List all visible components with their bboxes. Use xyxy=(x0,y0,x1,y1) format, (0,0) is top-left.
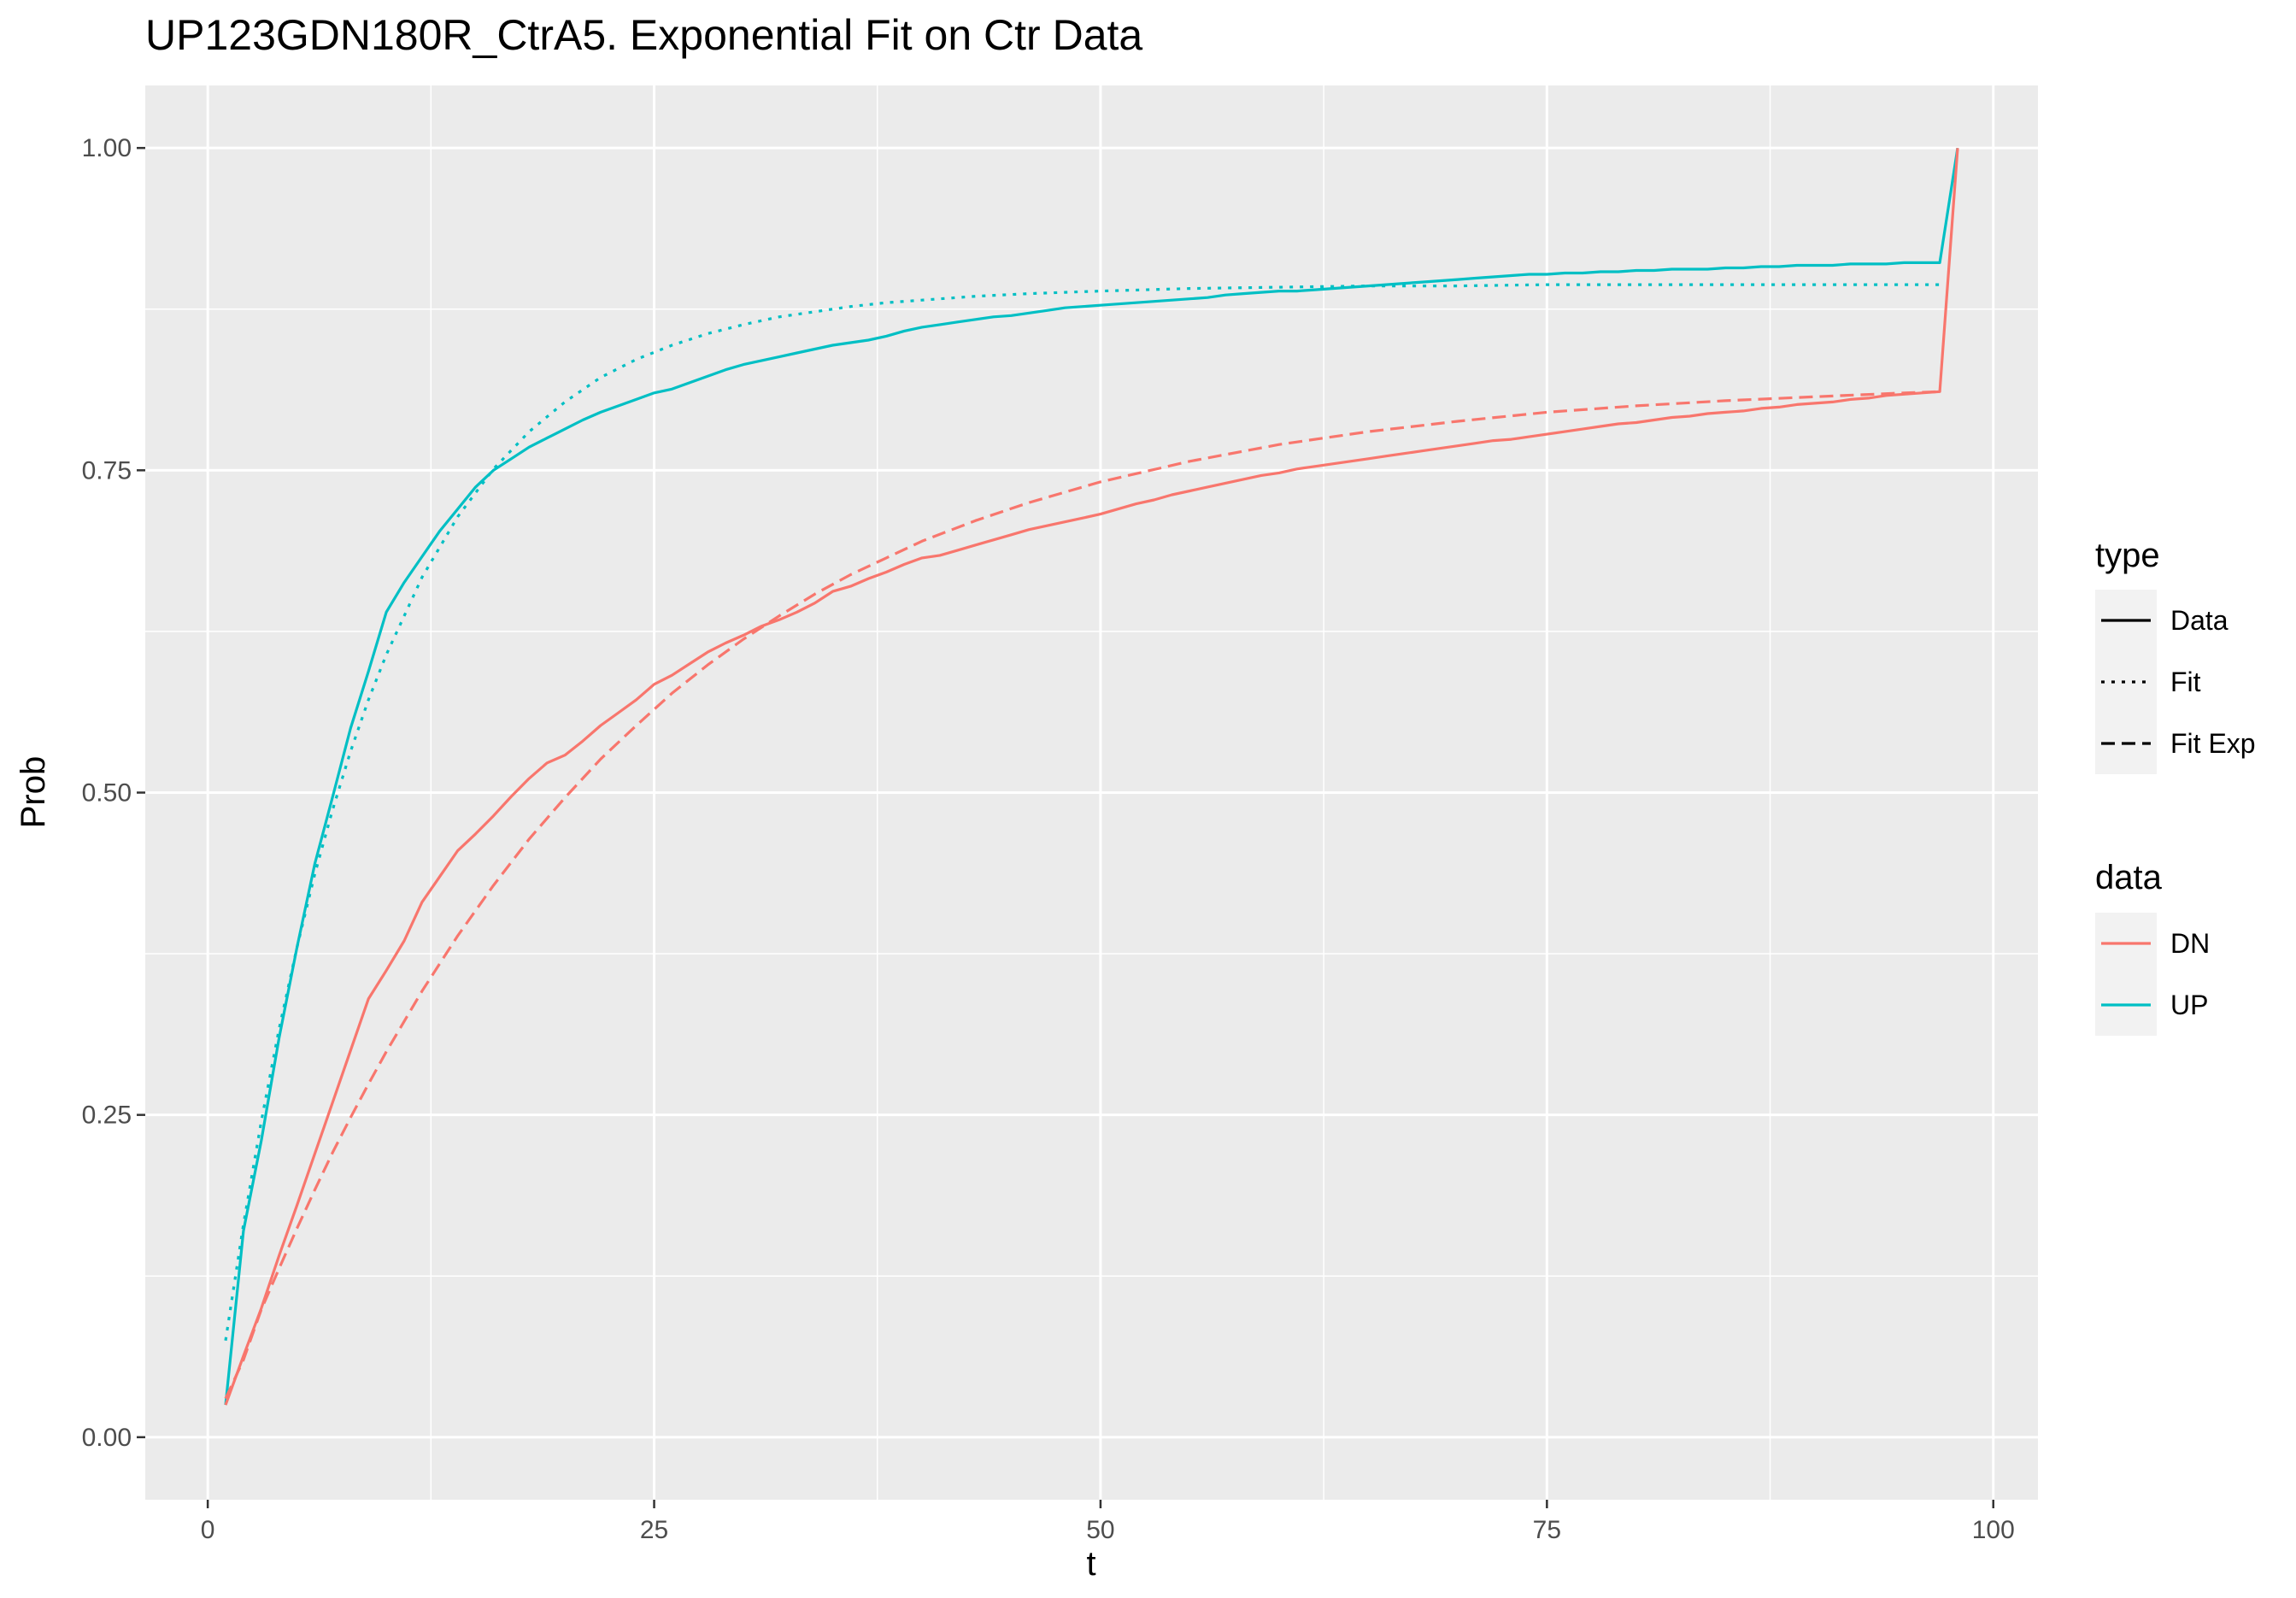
y-tick-label: 0.25 xyxy=(82,1102,132,1130)
x-axis: 0 25 50 75 100 xyxy=(201,1500,2015,1544)
x-tick-label: 50 xyxy=(1086,1516,1114,1544)
legend-type-entries: Data Fit Fit Exp xyxy=(2101,605,2256,759)
series-line-dn-fit-exp xyxy=(224,390,1941,1400)
x-tick-label: 75 xyxy=(1533,1516,1561,1544)
grid-major xyxy=(145,85,2038,1500)
legend-type-label: Fit xyxy=(2170,667,2201,697)
legend-data-keys-background xyxy=(2095,913,2157,1036)
legend-type-label: Fit Exp xyxy=(2170,728,2256,759)
series-line-up-data xyxy=(224,147,1959,1406)
series-line-dn-data xyxy=(224,148,1959,1406)
legend-type-label: Data xyxy=(2170,605,2228,636)
legend-type-title: type xyxy=(2095,537,2160,574)
y-axis-label: Prob xyxy=(15,756,52,829)
legend-data-label: UP xyxy=(2170,990,2208,1020)
x-axis-label: t xyxy=(1086,1545,1095,1583)
x-tick-label: 0 xyxy=(201,1516,215,1544)
y-tick-label: 1.00 xyxy=(82,134,132,162)
legend-data-label: DN xyxy=(2170,928,2210,959)
x-tick-label: 100 xyxy=(1972,1516,2015,1544)
y-tick-label: 0.75 xyxy=(82,456,132,485)
y-tick-label: 0.50 xyxy=(82,779,132,808)
y-axis: 0.00 0.25 0.50 0.75 1.00 xyxy=(82,134,145,1452)
x-tick-label: 25 xyxy=(640,1516,668,1544)
legend-data-title: data xyxy=(2095,859,2163,896)
legend-data-entries: DN UP xyxy=(2101,928,2210,1020)
chart-title: UP123GDN180R_CtrA5. Exponential Fit on C… xyxy=(145,11,1142,59)
legend: type Data Fit Fit Exp data DN UP xyxy=(2095,537,2256,1036)
series-layer xyxy=(224,147,1959,1406)
y-tick-label: 0.00 xyxy=(82,1424,132,1452)
